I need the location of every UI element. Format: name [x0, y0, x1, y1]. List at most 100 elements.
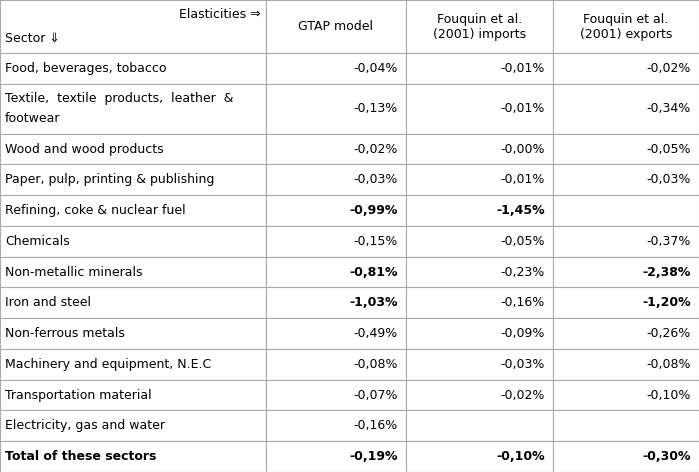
Text: -0,01%: -0,01%: [500, 102, 545, 115]
Bar: [266, 287, 406, 318]
Bar: [406, 411, 553, 441]
Text: Sector ⇓: Sector ⇓: [5, 32, 60, 45]
Bar: [266, 349, 406, 379]
Bar: [553, 411, 699, 441]
Text: -0,05%: -0,05%: [647, 143, 691, 156]
Bar: [0, 195, 266, 226]
Bar: [406, 287, 553, 318]
Bar: [553, 53, 699, 84]
Text: -0,15%: -0,15%: [354, 235, 398, 248]
Bar: [266, 0, 406, 53]
Text: -0,23%: -0,23%: [500, 266, 545, 278]
Bar: [553, 195, 699, 226]
Bar: [266, 195, 406, 226]
Bar: [553, 441, 699, 472]
Text: Iron and steel: Iron and steel: [5, 296, 91, 309]
Text: -0,49%: -0,49%: [354, 327, 398, 340]
Text: -0,34%: -0,34%: [647, 102, 691, 115]
Bar: [0, 441, 266, 472]
Text: -0,00%: -0,00%: [500, 143, 545, 156]
Bar: [266, 53, 406, 84]
Bar: [0, 257, 266, 287]
Text: -0,02%: -0,02%: [500, 388, 545, 402]
Text: -0,07%: -0,07%: [354, 388, 398, 402]
Bar: [553, 287, 699, 318]
Bar: [0, 134, 266, 164]
Bar: [0, 411, 266, 441]
Bar: [406, 226, 553, 257]
Bar: [266, 257, 406, 287]
Text: -0,16%: -0,16%: [500, 296, 545, 309]
Text: -0,10%: -0,10%: [647, 388, 691, 402]
Text: footwear: footwear: [5, 112, 61, 125]
Bar: [406, 53, 553, 84]
Bar: [553, 257, 699, 287]
Bar: [266, 84, 406, 134]
Text: -0,03%: -0,03%: [647, 173, 691, 186]
Bar: [553, 318, 699, 349]
Text: Refining, coke & nuclear fuel: Refining, coke & nuclear fuel: [5, 204, 186, 217]
Text: Textile,  textile  products,  leather  &: Textile, textile products, leather &: [5, 92, 233, 105]
Text: -0,37%: -0,37%: [647, 235, 691, 248]
Bar: [406, 349, 553, 379]
Text: Fouquin et al.
(2001) imports: Fouquin et al. (2001) imports: [433, 13, 526, 41]
Bar: [0, 84, 266, 134]
Text: -2,38%: -2,38%: [642, 266, 691, 278]
Bar: [553, 0, 699, 53]
Text: -0,13%: -0,13%: [354, 102, 398, 115]
Bar: [0, 0, 266, 53]
Text: -1,20%: -1,20%: [642, 296, 691, 309]
Text: Transportation material: Transportation material: [5, 388, 152, 402]
Text: -0,02%: -0,02%: [647, 62, 691, 75]
Bar: [266, 226, 406, 257]
Bar: [0, 379, 266, 411]
Text: -0,10%: -0,10%: [496, 450, 545, 463]
Bar: [553, 84, 699, 134]
Text: -0,26%: -0,26%: [647, 327, 691, 340]
Bar: [406, 134, 553, 164]
Bar: [406, 84, 553, 134]
Bar: [406, 257, 553, 287]
Text: Wood and wood products: Wood and wood products: [5, 143, 164, 156]
Text: Food, beverages, tobacco: Food, beverages, tobacco: [5, 62, 166, 75]
Text: Electricity, gas and water: Electricity, gas and water: [5, 419, 165, 432]
Text: Total of these sectors: Total of these sectors: [5, 450, 157, 463]
Bar: [0, 349, 266, 379]
Bar: [266, 134, 406, 164]
Text: -0,99%: -0,99%: [350, 204, 398, 217]
Bar: [0, 226, 266, 257]
Bar: [0, 53, 266, 84]
Bar: [406, 318, 553, 349]
Bar: [553, 379, 699, 411]
Text: Non-ferrous metals: Non-ferrous metals: [5, 327, 125, 340]
Text: -0,08%: -0,08%: [647, 358, 691, 371]
Text: GTAP model: GTAP model: [298, 20, 373, 33]
Bar: [406, 164, 553, 195]
Text: Chemicals: Chemicals: [5, 235, 70, 248]
Text: -0,81%: -0,81%: [350, 266, 398, 278]
Text: Machinery and equipment, N.E.C: Machinery and equipment, N.E.C: [5, 358, 211, 371]
Text: Fouquin et al.
(2001) exports: Fouquin et al. (2001) exports: [579, 13, 672, 41]
Bar: [553, 226, 699, 257]
Bar: [553, 349, 699, 379]
Bar: [406, 441, 553, 472]
Bar: [266, 379, 406, 411]
Text: -0,09%: -0,09%: [500, 327, 545, 340]
Text: -1,03%: -1,03%: [350, 296, 398, 309]
Bar: [0, 287, 266, 318]
Bar: [553, 134, 699, 164]
Bar: [406, 195, 553, 226]
Bar: [406, 0, 553, 53]
Text: Paper, pulp, printing & publishing: Paper, pulp, printing & publishing: [5, 173, 215, 186]
Text: -1,45%: -1,45%: [496, 204, 545, 217]
Text: -0,01%: -0,01%: [500, 173, 545, 186]
Text: -0,08%: -0,08%: [354, 358, 398, 371]
Text: -0,01%: -0,01%: [500, 62, 545, 75]
Text: Elasticities ⇒: Elasticities ⇒: [180, 8, 261, 21]
Text: -0,02%: -0,02%: [354, 143, 398, 156]
Bar: [0, 318, 266, 349]
Bar: [266, 164, 406, 195]
Text: -0,03%: -0,03%: [354, 173, 398, 186]
Text: -0,30%: -0,30%: [642, 450, 691, 463]
Bar: [266, 441, 406, 472]
